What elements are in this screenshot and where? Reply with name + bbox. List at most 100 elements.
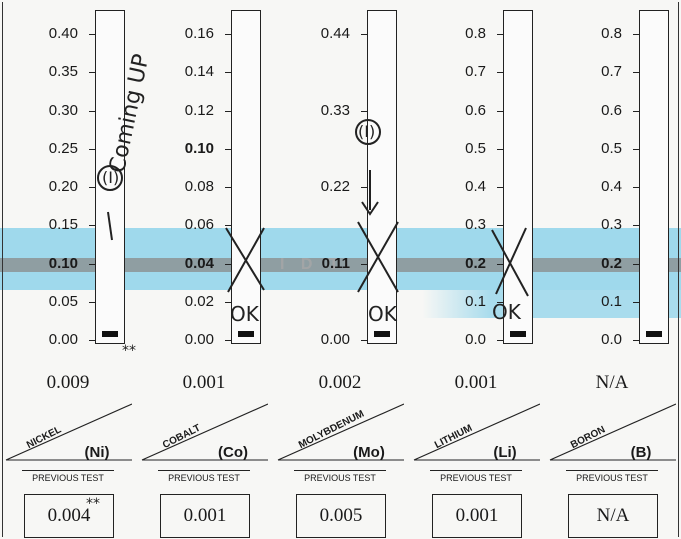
tick-mark [497,301,503,303]
tick-label: 0.1 [601,292,622,310]
element-label-box: LITHIUM (Li) [412,400,540,462]
previous-test-label: PREVIOUS TEST [566,470,658,483]
reading-value: 0.001 [454,372,498,393]
element-symbol: (Ni) [84,444,110,461]
tick-mark [633,225,639,227]
element-symbol: (Mo) [353,444,385,461]
tick-label: 0.20 [48,178,78,195]
tick-label: 0.0 [465,331,486,348]
previous-test-label: PREVIOUS TEST [22,470,114,483]
tick-mark [633,263,639,265]
tick-mark [633,110,639,112]
tick-mark [633,340,639,341]
gauge-bar [95,10,125,344]
tick-label: 0.44 [320,25,350,42]
column-li: 0.8 0.7 0.6 0.5 0.4 0.3 0.2 0.1 0.0 0.001 LITHIUM(… [408,0,544,539]
tick-mark [89,110,95,112]
tick-label: 0.06 [184,216,214,234]
tick-mark [89,187,95,188]
tick-mark [497,263,503,265]
tick-mark [225,187,231,188]
tick-mark [497,34,503,35]
arrow-mark-ni [107,211,113,241]
tick-label: 0.3 [465,216,486,234]
reading-value: 0.002 [318,372,362,393]
tick-mark [361,187,367,188]
tick-label: 0.4 [601,178,622,195]
previous-test-value: 0.001 [160,494,250,538]
element-label-box: COBALT (Co) [140,400,268,462]
tick-label: 0.22 [320,178,350,195]
tick-mark [361,110,367,112]
tick-mark [497,148,503,150]
arrow-mark-mo [361,170,379,216]
handwritten-ok-co: OK [230,302,259,326]
column-mo: 0.44 0.33 0.22 0.11 0.00 0.002 MOLYBDENUM (Mo) P… [272,0,408,539]
tick-label: 0.33 [320,101,350,119]
tick-mark [497,110,503,112]
previous-test-value: 0.004 [24,494,114,538]
element-symbol: (Co) [218,444,248,461]
tick-label: 0.14 [184,63,214,81]
element-label-box: NICKEL (Ni) [4,400,132,462]
handwritten-stars-previous: ** [86,496,100,512]
tick-label: 0.8 [601,25,622,42]
circle-mark-ni [97,165,123,191]
previous-test-value: N/A [568,494,658,538]
handwritten-ok-li: OK [492,300,521,324]
tick-mark [633,34,639,35]
handwritten-circle-note-ni: (I) [102,168,120,187]
x-mark-co [225,227,265,293]
tick-mark [497,187,503,188]
tick-mark [89,72,95,74]
tick-mark [89,148,95,150]
previous-test-value: 0.005 [296,494,386,538]
tick-mark [633,148,639,150]
tick-mark [89,301,95,303]
tick-label: 0.16 [184,25,214,42]
previous-test-value: 0.001 [432,494,522,538]
tick-label: 0.35 [48,63,78,81]
tick-label: 0.11 [321,254,350,272]
tick-label: 0.00 [184,331,214,348]
tick-mark [225,110,231,112]
reading-value: N/A [595,372,629,393]
element-label-box: BORON (B) [548,400,676,462]
column-ni: 0.40 0.35 0.30 0.25 0.20 0.15 0.10 0.05 0.00 0.00… [0,0,136,539]
tick-mark [361,263,367,265]
tick-mark [225,340,231,341]
tick-label: 0.6 [465,101,486,119]
tick-mark [633,72,639,74]
tick-label: 0.08 [184,178,214,195]
level-marker [374,331,390,337]
tick-label: 0.7 [465,63,486,81]
tick-label: 0.04 [184,254,214,272]
handwritten-circle-note-mo: (I) [358,122,376,141]
tick-mark [225,72,231,74]
level-marker [102,331,118,337]
previous-test-label: PREVIOUS TEST [158,470,250,483]
tick-label: 0.30 [48,101,78,119]
tick-label: 0.3 [601,216,622,234]
level-marker [510,331,526,337]
gauge-bar [639,10,669,344]
tick-label: 0.00 [48,331,78,348]
tick-label: 0.5 [601,139,622,157]
tick-mark [361,34,367,35]
tick-label: 0.5 [465,139,486,157]
gauge-bar [503,10,533,344]
gauge-bar [367,10,397,344]
previous-test-label: PREVIOUS TEST [430,470,522,483]
tick-mark [497,340,503,341]
tick-mark [89,263,95,265]
handwritten-ok-mo: OK [368,302,397,326]
gauge-bar [231,10,261,344]
tick-mark [633,187,639,188]
column-b: 0.8 0.7 0.6 0.5 0.4 0.3 0.2 0.1 0.0 N/A BORON (B) PR… [544,0,680,539]
tick-mark [89,340,95,341]
x-mark-li [491,227,529,297]
tick-label: 0.1 [465,292,486,310]
tick-mark [497,72,503,74]
